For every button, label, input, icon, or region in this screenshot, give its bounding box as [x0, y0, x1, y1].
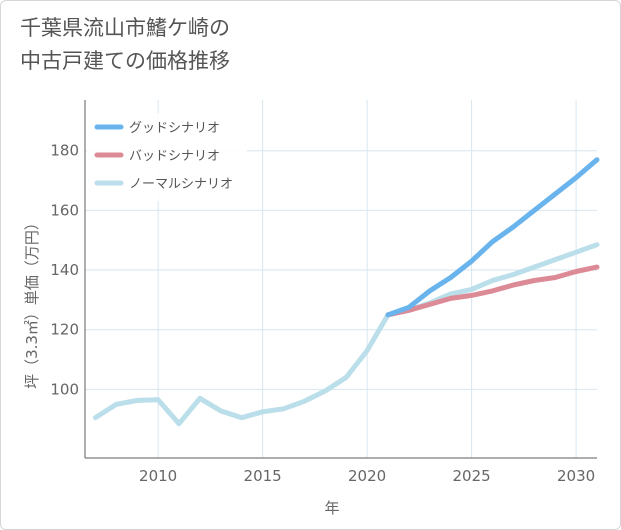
- legend-label-1: バッドシナリオ: [129, 149, 220, 164]
- legend-label-2: ノーマルシナリオ: [129, 177, 233, 192]
- x-axis-title: 年: [324, 499, 339, 517]
- y-tick-label: 100: [50, 380, 79, 398]
- x-tick-label: 2010: [139, 467, 177, 485]
- plot-axes: [84, 100, 597, 459]
- chart-title-line-2: 中古戸建ての価格推移: [20, 49, 230, 73]
- x-tick-label: 2020: [348, 467, 386, 485]
- series-line-2: [92, 242, 600, 427]
- y-tick-labels: 100 120 140 160 180: [50, 142, 79, 399]
- x-tick-label: 2030: [557, 467, 595, 485]
- x-tick-label: 2015: [244, 467, 282, 485]
- data-series: [92, 157, 600, 427]
- chart-title-line-1: 千葉県流山市鰭ケ崎の: [20, 16, 230, 40]
- y-tick-label: 180: [50, 142, 79, 160]
- y-axis-title: 坪（3.3㎡）単価（万円）: [23, 215, 41, 389]
- series-line-0: [385, 157, 600, 318]
- series-line-1: [385, 264, 600, 318]
- x-tick-labels: 2010 2015 2020 2025 2030: [139, 467, 595, 485]
- chart-title: 千葉県流山市鰭ケ崎の 中古戸建ての価格推移: [20, 12, 230, 78]
- y-tick-label: 160: [50, 201, 79, 219]
- y-tick-label: 140: [50, 261, 79, 279]
- x-tick-label: 2025: [453, 467, 491, 485]
- y-tick-label: 120: [50, 321, 79, 339]
- legend-label-0: グッドシナリオ: [129, 121, 220, 136]
